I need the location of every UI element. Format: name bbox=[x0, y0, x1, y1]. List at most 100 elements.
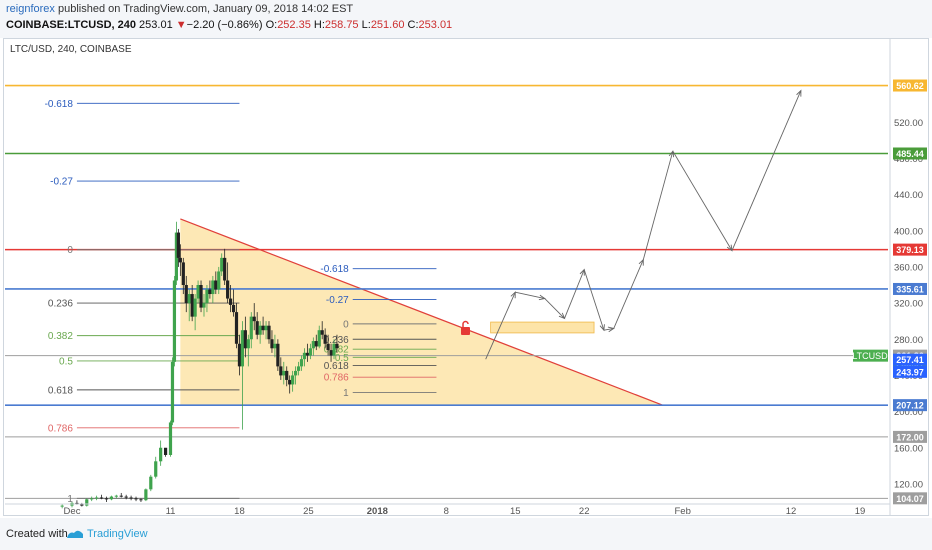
forecast-arrowhead bbox=[796, 89, 802, 97]
time-tick-label: 25 bbox=[303, 506, 314, 516]
forecast-segment bbox=[564, 269, 585, 319]
candle-body bbox=[60, 505, 64, 507]
candle-body bbox=[305, 352, 310, 356]
candle-body bbox=[267, 325, 271, 340]
fib-label: 0.5 bbox=[335, 353, 349, 364]
forecast-segment bbox=[613, 259, 644, 329]
candle-body bbox=[279, 366, 283, 376]
fib-label: 0.786 bbox=[48, 423, 73, 434]
level-price-tag bbox=[893, 430, 927, 443]
candle-body bbox=[193, 298, 197, 317]
candle-body bbox=[264, 325, 268, 331]
forecast-segment bbox=[544, 298, 565, 319]
candle-body bbox=[75, 502, 79, 504]
price-chart[interactable]: -0.618-0.2700.2360.3820.50.6180.7861-0.6… bbox=[0, 38, 932, 516]
fib-label: 1 bbox=[343, 388, 349, 399]
candle-body bbox=[187, 294, 191, 304]
candle-body bbox=[246, 339, 250, 349]
candle-body bbox=[119, 495, 123, 497]
low-value: 251.60 bbox=[370, 19, 405, 31]
candle-body bbox=[196, 285, 200, 299]
level-price-label: 379.13 bbox=[896, 245, 924, 255]
fib-label: 0.236 bbox=[324, 335, 349, 346]
close-label: C: bbox=[407, 19, 419, 31]
candle-body bbox=[335, 343, 339, 349]
candle-body bbox=[205, 289, 209, 304]
forecast-segment bbox=[642, 151, 674, 260]
author-link[interactable]: reignforex bbox=[6, 3, 55, 15]
time-axis[interactable]: Dec 11 18 25 2018 8 15 22 Feb 12 19 bbox=[5, 503, 890, 516]
candle-body bbox=[234, 312, 239, 344]
close-value: 253.01 bbox=[418, 19, 453, 31]
time-tick-label: 18 bbox=[234, 506, 245, 516]
footer: Created with TradingView bbox=[0, 518, 932, 550]
price-tick-label: 520.00 bbox=[894, 118, 923, 129]
candle-body bbox=[293, 370, 298, 376]
level-price-label: 560.62 bbox=[896, 81, 924, 91]
level-price-tag bbox=[893, 282, 927, 295]
candle-body bbox=[134, 498, 138, 500]
candle-body bbox=[270, 339, 274, 349]
candle-body bbox=[178, 257, 182, 263]
price-tick-label: 120.00 bbox=[894, 479, 923, 490]
fib-label: 1 bbox=[67, 494, 73, 505]
candle-body bbox=[243, 330, 247, 349]
time-tick-label: 8 bbox=[444, 506, 449, 516]
fib-label: 0 bbox=[343, 319, 349, 330]
candle-body bbox=[220, 257, 224, 272]
symbol-tag-label: LTCUSD bbox=[852, 351, 888, 361]
level-price-tag bbox=[893, 79, 927, 92]
candle-body bbox=[240, 330, 245, 367]
price-tick-label: 280.00 bbox=[894, 335, 923, 346]
forecast-segment bbox=[603, 327, 614, 331]
candle-body bbox=[199, 285, 203, 308]
candle-body bbox=[174, 232, 179, 281]
last-price: 253.01 bbox=[139, 19, 173, 31]
level-price-label: 207.12 bbox=[896, 401, 924, 411]
price-tick-label: 160.00 bbox=[894, 443, 923, 454]
candle-body bbox=[285, 370, 289, 380]
tradingview-logo-icon[interactable] bbox=[66, 527, 84, 541]
candle-body bbox=[228, 298, 233, 305]
fib-label: 0.618 bbox=[48, 385, 73, 396]
low-label: L: bbox=[361, 19, 371, 31]
price-tag bbox=[893, 353, 927, 366]
level-price-label: 485.44 bbox=[896, 149, 924, 159]
candle-body bbox=[202, 303, 206, 308]
fib-label: 0.5 bbox=[59, 356, 73, 367]
forecast-segment bbox=[583, 269, 605, 331]
candle-body bbox=[90, 498, 94, 500]
candle-body bbox=[288, 379, 292, 385]
candle-body bbox=[332, 343, 336, 356]
forecast-segment bbox=[515, 291, 545, 300]
price-tick-label: 200.00 bbox=[894, 407, 923, 418]
candle-body bbox=[276, 343, 280, 367]
level-price-tag bbox=[893, 492, 927, 505]
fib-label: -0.618 bbox=[320, 264, 349, 275]
forecast-arrowhead bbox=[510, 291, 516, 299]
candle-body bbox=[85, 499, 89, 506]
level-price-tag bbox=[893, 243, 927, 256]
candle-body bbox=[323, 334, 327, 344]
tradingview-brand[interactable]: TradingView bbox=[87, 528, 148, 540]
price-axis[interactable]: 120.00160.00200.00240.00280.00320.00360.… bbox=[852, 38, 927, 516]
level-price-label: 335.61 bbox=[896, 284, 924, 294]
chart-frame[interactable] bbox=[3, 38, 929, 516]
candle-body bbox=[282, 370, 286, 376]
candle-body bbox=[181, 262, 185, 285]
symbol-label: COINBASE:LTCUSD, 240 bbox=[6, 19, 136, 31]
candle-body bbox=[208, 289, 212, 295]
forecast-arrowhead bbox=[668, 150, 675, 158]
candle-body bbox=[308, 348, 312, 356]
candle-body bbox=[302, 352, 307, 360]
lock-icon bbox=[461, 320, 470, 335]
candle-body bbox=[95, 497, 99, 499]
candle-body bbox=[129, 497, 133, 499]
candle-body bbox=[154, 461, 158, 477]
candle-body bbox=[261, 325, 265, 331]
candle-body bbox=[184, 285, 188, 304]
level-price-label: 172.00 bbox=[896, 432, 924, 442]
chart-symbol-label: LTC/USD, 240, COINBASE bbox=[10, 44, 132, 55]
candle-body bbox=[291, 375, 295, 385]
candle-body bbox=[144, 489, 148, 501]
